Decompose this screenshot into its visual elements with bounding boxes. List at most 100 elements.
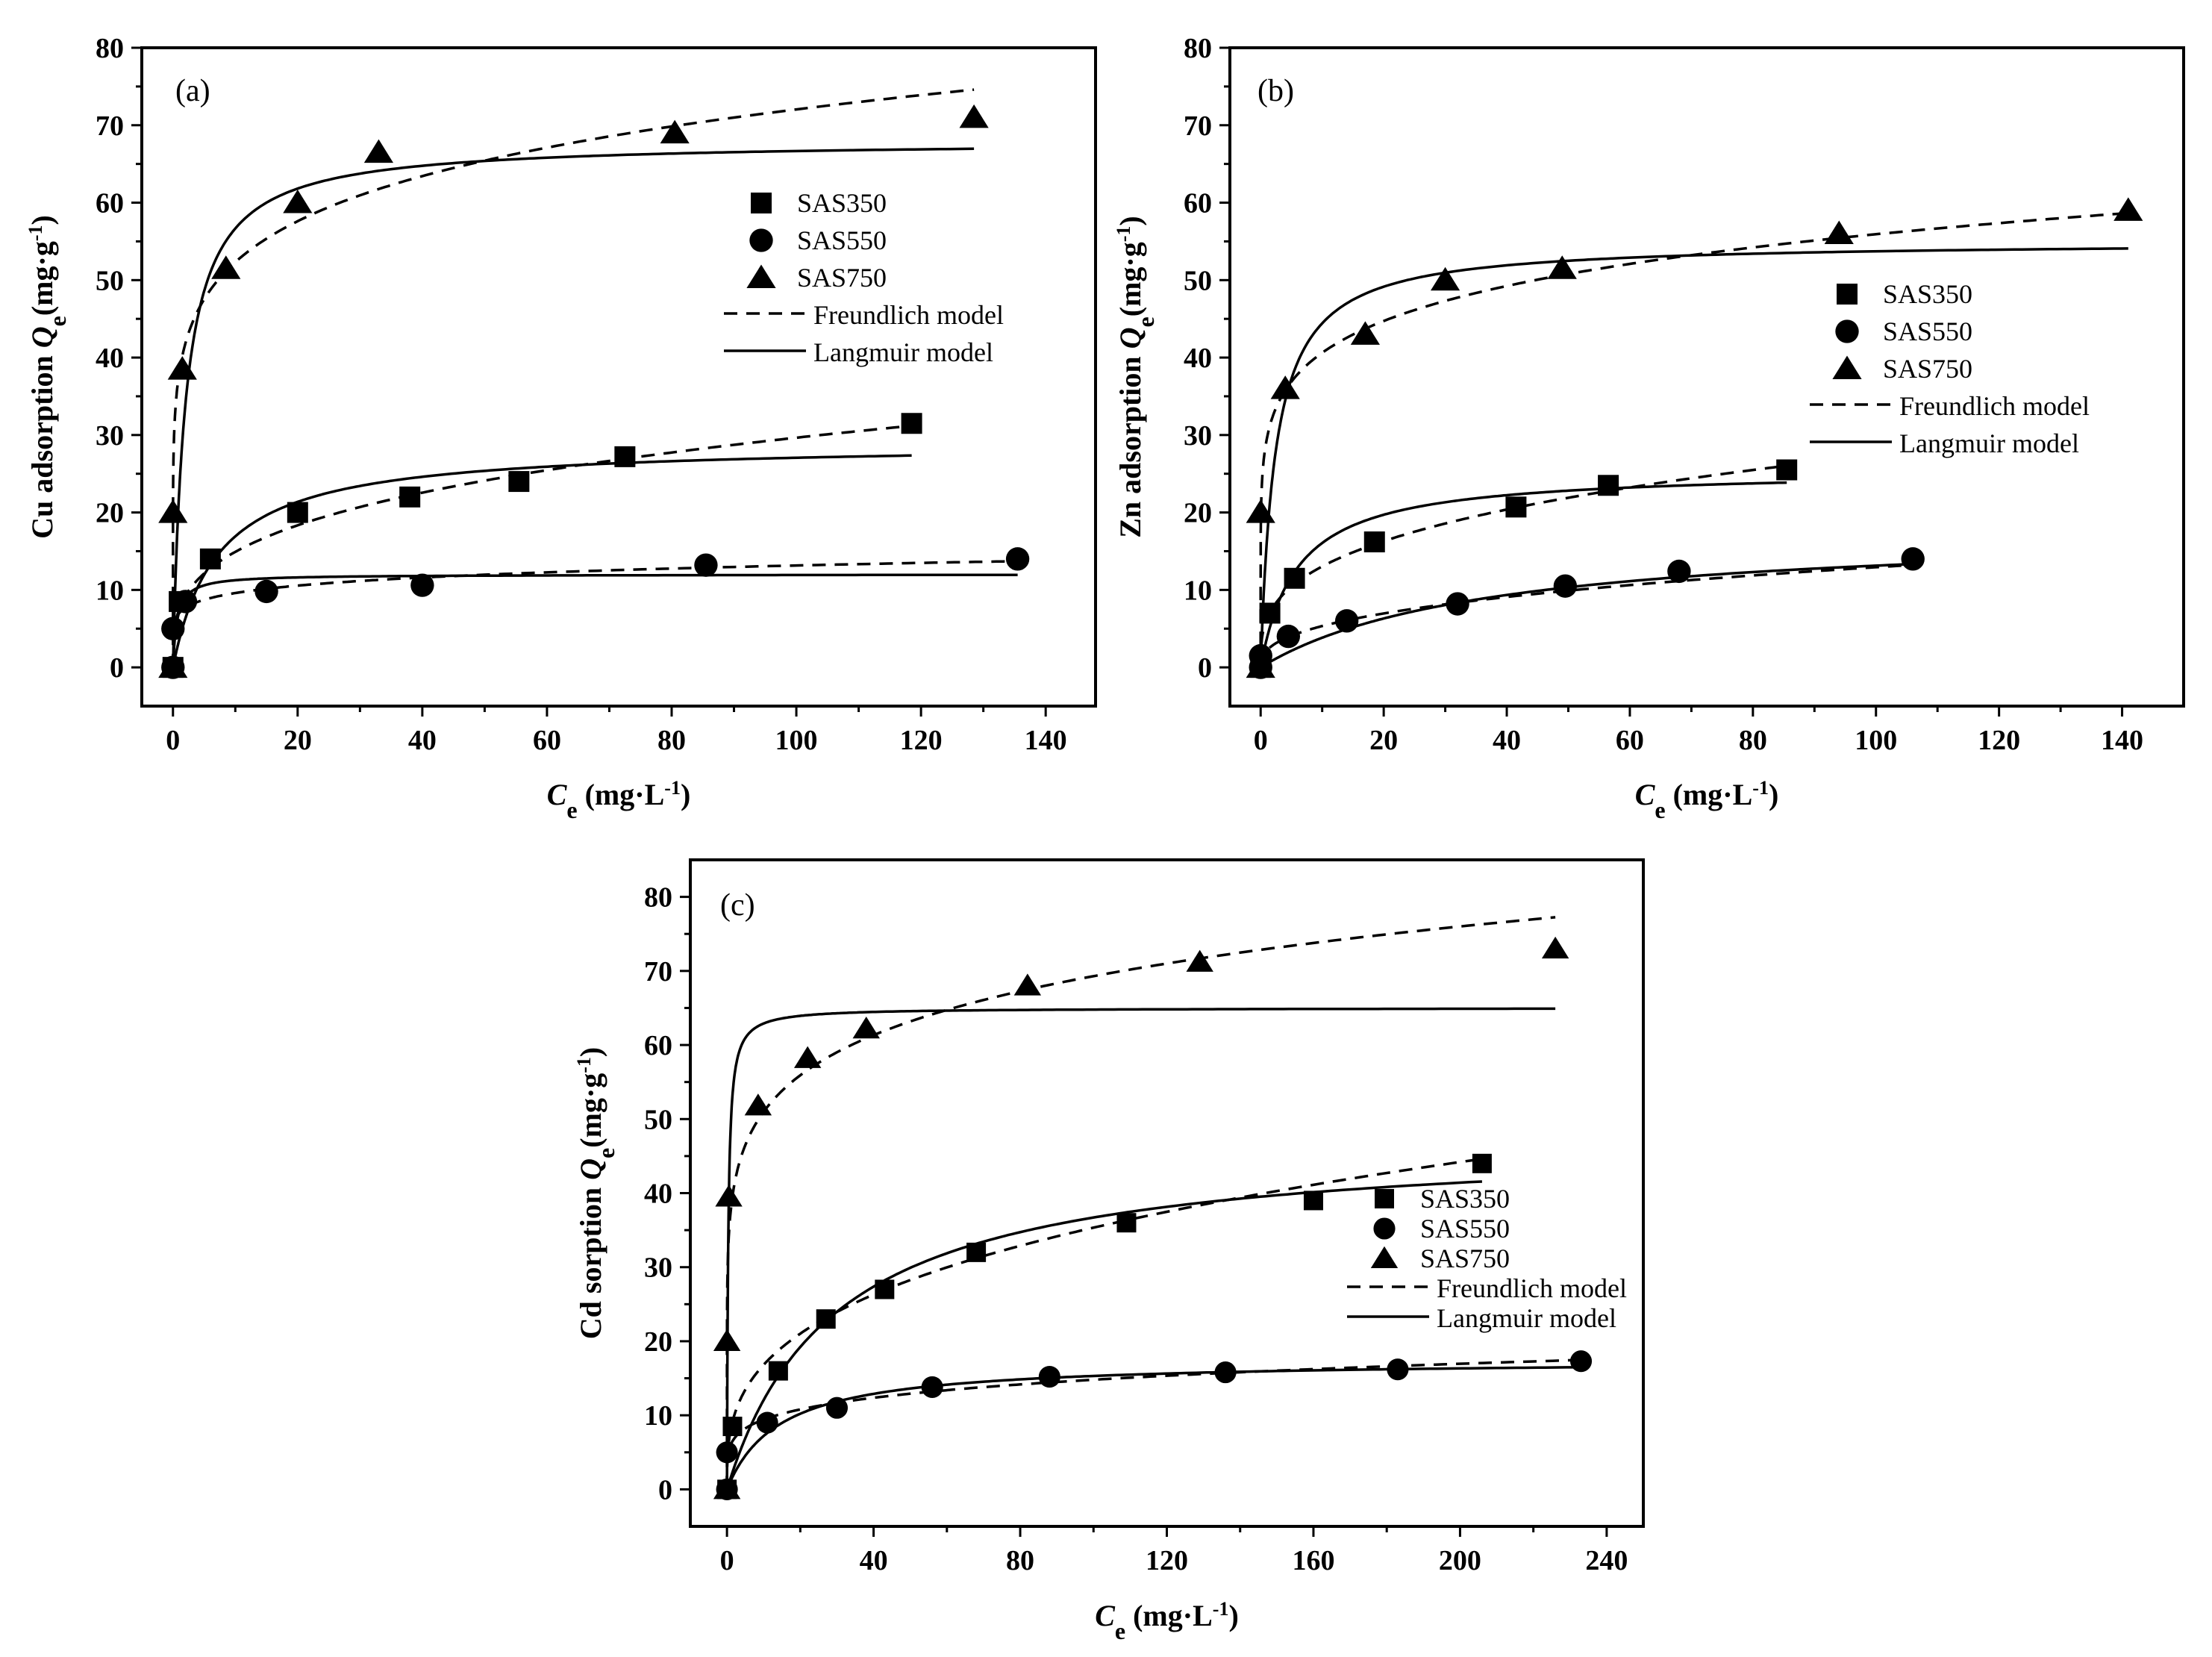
data-point-sas750	[744, 1093, 772, 1116]
data-point-sas750	[1541, 936, 1569, 959]
x-tick-label: 140	[2101, 725, 2143, 756]
data-point-sas750	[1430, 266, 1460, 291]
fit-curve-langmuir	[725, 1366, 1581, 1491]
x-axis-label: Ce (mg·L-1)	[547, 777, 691, 824]
x-axis-label: Ce (mg·L-1)	[1095, 1598, 1239, 1645]
plot-frame	[1228, 46, 2185, 708]
data-point-sas550	[1214, 1361, 1237, 1384]
x-tick-label: 200	[1439, 1545, 1481, 1576]
data-point-sas750	[1547, 255, 1577, 279]
data-point-sas550	[254, 579, 278, 604]
data-point-sas350	[1598, 475, 1619, 496]
y-tick-label: 20	[644, 1326, 672, 1358]
data-point-sas350	[816, 1309, 836, 1329]
data-point-sas550	[1387, 1358, 1409, 1381]
x-tick-label: 80	[1006, 1545, 1034, 1576]
x-tick-label: 20	[284, 725, 312, 756]
data-point-sas550	[1446, 592, 1469, 616]
data-point-sas350	[1505, 496, 1527, 518]
data-point-sas350	[287, 502, 308, 523]
y-tick-label: 70	[1184, 110, 1212, 142]
legend-marker-square	[1837, 284, 1858, 305]
legend-marker-triangle	[746, 264, 776, 288]
y-tick-label: 40	[1184, 343, 1212, 374]
legend-label: SAS550	[1420, 1214, 1510, 1243]
legend-marker-circle	[1373, 1217, 1396, 1240]
data-point-sas550	[1667, 559, 1691, 584]
plot-frame	[140, 46, 1097, 708]
data-point-sas750	[1350, 321, 1380, 345]
y-tick-label: 10	[1184, 575, 1212, 606]
y-tick-label: 80	[1184, 33, 1212, 64]
data-point-sas350	[1259, 602, 1281, 624]
data-point-sas550	[173, 590, 198, 614]
data-point-sas350	[966, 1242, 987, 1262]
legend-label: Langmuir model	[1899, 428, 2079, 458]
y-tick-label: 10	[96, 575, 124, 606]
data-point-sas750	[2113, 197, 2143, 221]
data-point-sas350	[1363, 531, 1385, 553]
y-tick-label: 0	[110, 652, 124, 684]
data-point-sas550	[410, 573, 434, 597]
data-point-sas750	[1824, 220, 1854, 245]
x-tick-label: 0	[1254, 725, 1268, 756]
fit-curve-freundlich	[725, 916, 1556, 1490]
legend-label: SAS750	[1883, 354, 1972, 384]
legend-label: Freundlich model	[1899, 391, 2090, 421]
fit-curve-freundlich	[1259, 211, 2128, 668]
data-point-sas350	[614, 446, 636, 467]
data-point-sas550	[921, 1376, 943, 1399]
data-point-sas550	[1569, 1350, 1593, 1373]
data-point-sas750	[852, 1016, 880, 1039]
data-point-sas350	[768, 1361, 788, 1381]
fit-curve-freundlich	[172, 88, 975, 668]
data-point-sas750	[959, 104, 989, 128]
data-point-sas550	[694, 553, 718, 577]
y-tick-label: 80	[96, 33, 124, 64]
data-point-sas350	[399, 486, 421, 508]
data-point-sas750	[211, 255, 241, 279]
y-tick-label: 70	[96, 110, 124, 142]
fit-curve-freundlich	[172, 424, 912, 668]
data-point-sas750	[363, 139, 394, 163]
data-point-sas550	[716, 1441, 738, 1464]
x-tick-label: 60	[1616, 725, 1644, 756]
data-point-sas550	[1276, 624, 1301, 649]
y-tick-label: 20	[96, 498, 124, 529]
data-point-sas350	[1472, 1153, 1492, 1173]
data-point-sas750	[1186, 949, 1213, 972]
data-point-sas750	[793, 1046, 822, 1068]
chart-panel-1: 0 20 40 60 80 100 120 140 0 10 20 30 40 50 60 70 80 (a) Ce…	[25, 33, 1097, 824]
x-tick-label: 80	[1739, 725, 1767, 756]
x-tick-label: 100	[775, 725, 818, 756]
data-point-sas550	[825, 1397, 849, 1419]
data-point-sas350	[1776, 459, 1798, 481]
fit-curve-freundlich	[725, 1358, 1581, 1490]
data-point-sas750	[283, 190, 313, 213]
data-point-sas750	[1270, 375, 1300, 399]
data-point-sas350	[1303, 1191, 1323, 1211]
data-point-sas750	[1013, 973, 1042, 996]
data-point-sas550	[1038, 1366, 1060, 1388]
y-tick-label: 60	[96, 188, 124, 219]
data-point-sas750	[167, 356, 197, 380]
y-tick-label: 30	[1184, 420, 1212, 452]
fit-curve-langmuir	[172, 573, 1018, 668]
data-point-sas550	[161, 617, 185, 640]
x-tick-label: 0	[166, 725, 180, 756]
fit-curve-langmuir	[172, 454, 912, 668]
data-point-sas350	[901, 413, 922, 434]
y-tick-label: 50	[1184, 265, 1212, 296]
legend-label: Freundlich model	[813, 300, 1004, 330]
fit-curve-langmuir	[1259, 247, 2128, 668]
x-tick-label: 60	[533, 725, 561, 756]
x-tick-label: 120	[900, 725, 943, 756]
y-tick-label: 0	[658, 1474, 672, 1505]
x-tick-label: 80	[657, 725, 686, 756]
fit-curve-langmuir	[1260, 562, 1913, 669]
y-tick-label: 60	[644, 1030, 672, 1061]
legend-marker-square	[1375, 1189, 1394, 1208]
